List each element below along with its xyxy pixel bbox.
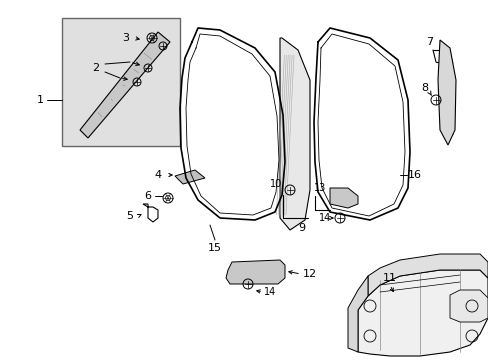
Text: 16: 16 (407, 170, 421, 180)
Polygon shape (437, 40, 455, 145)
Text: 11: 11 (382, 273, 396, 283)
Polygon shape (80, 32, 170, 138)
Polygon shape (280, 38, 309, 230)
Text: 8: 8 (421, 83, 427, 93)
Text: 1: 1 (37, 95, 43, 105)
Text: 13: 13 (313, 183, 325, 193)
Polygon shape (175, 170, 204, 184)
Text: 12: 12 (303, 269, 316, 279)
Text: 15: 15 (207, 243, 222, 253)
Polygon shape (357, 270, 487, 356)
Text: 9: 9 (298, 223, 305, 233)
Text: 2: 2 (92, 63, 100, 73)
Text: 10: 10 (269, 179, 282, 189)
Text: 3: 3 (122, 33, 129, 43)
Text: 4: 4 (154, 170, 161, 180)
Text: 6: 6 (144, 191, 151, 201)
Text: 5: 5 (126, 211, 133, 221)
Polygon shape (225, 260, 285, 284)
Polygon shape (367, 254, 487, 296)
Polygon shape (142, 204, 158, 222)
Polygon shape (329, 188, 357, 208)
Text: 14: 14 (264, 287, 276, 297)
Polygon shape (347, 276, 367, 352)
Polygon shape (449, 290, 487, 322)
Text: 14: 14 (318, 213, 330, 223)
Bar (62, 18, 180, 146)
Text: 7: 7 (426, 37, 433, 47)
